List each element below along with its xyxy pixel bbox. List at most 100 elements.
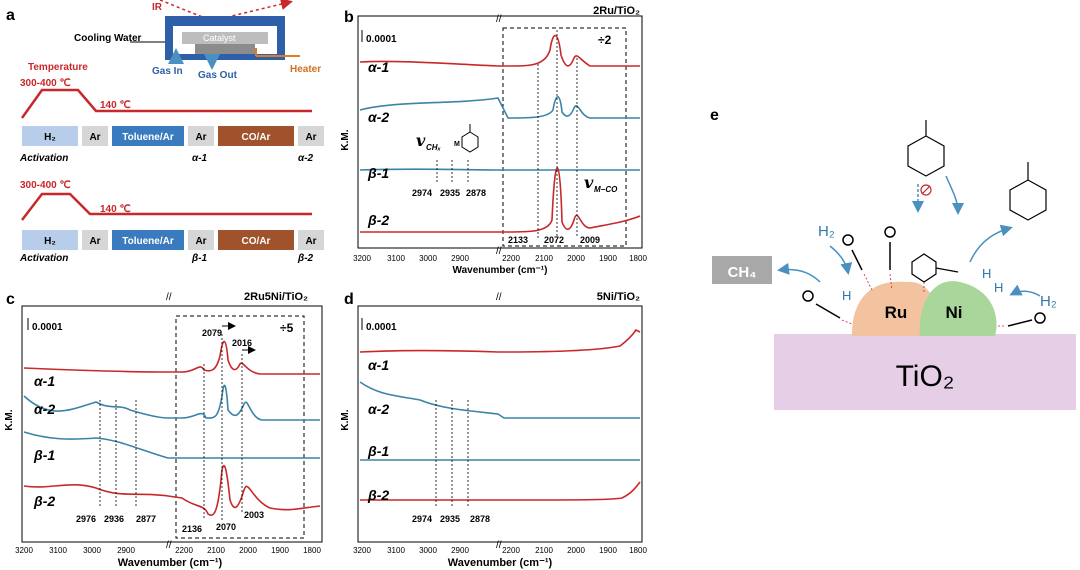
panel-c-trace-b2	[23, 465, 321, 516]
panel-c-peak-2877: 2877	[136, 514, 156, 524]
svg-text:2900: 2900	[451, 546, 469, 555]
panel-b-letter: b	[344, 9, 354, 26]
panel-c-label-b1: β-1	[33, 447, 55, 463]
svg-text:H: H	[994, 280, 1003, 295]
seq1-activation: Activation	[19, 153, 68, 164]
panel-d-scale: 0.0001	[366, 322, 397, 333]
svg-text:2900: 2900	[451, 254, 469, 263]
panel-d-label-a1: α-1	[368, 357, 389, 373]
gas-out-label: Gas Out	[198, 70, 238, 81]
seq2-ar2: Ar	[195, 236, 206, 247]
ch4-label: CH₄	[728, 264, 757, 281]
panel-d-title: 5Ni/TiO₂	[597, 291, 640, 303]
seq2-ar3: Ar	[305, 236, 316, 247]
svg-text:2100: 2100	[207, 546, 225, 555]
blocked-icon	[920, 184, 932, 196]
panel-d-peak-2878: 2878	[470, 514, 490, 524]
ni-label: Ni	[946, 303, 963, 322]
reactor-cell: IR Catalyst Cooling Water Heater Gas In …	[74, 0, 321, 81]
panel-d-trace-a2	[359, 381, 640, 419]
panel-b-peak-2935: 2935	[440, 188, 460, 198]
panel-b-trace-a2	[359, 95, 640, 119]
panel-b-xlabel: Wavenumber (cm⁻¹)	[453, 265, 548, 276]
tio2-support	[774, 334, 1076, 410]
panel-c-label-b2: β-2	[33, 493, 55, 509]
panel-d-label-b1: β-1	[367, 443, 389, 459]
panel-c-title: 2Ru5Ni/TiO₂	[244, 291, 308, 303]
panel-c-peak-2136: 2136	[182, 524, 202, 534]
methylcyclohexane-icon	[1009, 162, 1047, 221]
svg-text:2100: 2100	[535, 254, 553, 263]
panel-c-peak-lines	[99, 334, 243, 520]
svg-text:3000: 3000	[83, 546, 101, 555]
panel-b-trace-a1	[359, 34, 640, 67]
toluene-icon	[461, 131, 479, 153]
panel-b-xticks: 3200 3100 3000 2900 2200 2100 2000 1900 …	[353, 254, 647, 263]
panel-d-trace-a1	[359, 328, 641, 353]
panel-b-zoom-box	[502, 27, 627, 247]
panel-a-letter: a	[6, 7, 15, 24]
panel-c-trace-a1	[23, 340, 320, 375]
panel-c-xlabel: Wavenumber (cm⁻¹)	[118, 557, 223, 569]
svg-text:2000: 2000	[567, 254, 585, 263]
panel-d-ylabel: K.M.	[340, 409, 351, 430]
seq2-point-b1: β-1	[191, 253, 208, 264]
seq2-co: CO/Ar	[242, 236, 271, 247]
seq2-h2: H₂	[44, 236, 56, 247]
seq1-point-a1: α-1	[192, 153, 208, 164]
svg-text:1900: 1900	[271, 546, 289, 555]
panel-b-trace-b2	[359, 167, 641, 233]
svg-text:M: M	[454, 141, 460, 148]
panel-b-peak-2878: 2878	[466, 188, 486, 198]
svg-text:2000: 2000	[567, 546, 585, 555]
panel-c-peak-2976: 2976	[76, 514, 96, 524]
seq1-h2: H₂	[44, 132, 56, 143]
panel-c-zoom-box	[175, 315, 305, 539]
svg-text:2200: 2200	[502, 254, 520, 263]
panel-e-letter: e	[710, 107, 719, 124]
temp-high-2: 300-400 ℃	[20, 180, 71, 191]
seq1-ar3: Ar	[305, 132, 316, 143]
h2-left-label: H₂	[818, 223, 835, 240]
panel-c-peak-2079: 2079	[202, 328, 222, 338]
gas-in-label: Gas In	[152, 66, 183, 77]
svg-text:1800: 1800	[303, 546, 321, 555]
panel-b-axis-break: //	[496, 246, 502, 257]
svg-text:3200: 3200	[353, 546, 371, 555]
panel-c-frame	[21, 305, 323, 543]
gas-sequence-1: H₂ Ar Toluene/Ar Ar CO/Ar Ar Activation …	[19, 126, 324, 164]
svg-text://: //	[166, 540, 172, 551]
panel-c-xticks: 3200 3100 3000 2900 2200 2100 2000 1900 …	[15, 546, 321, 555]
ru-particle	[852, 281, 940, 336]
panel-d-letter: d	[344, 291, 354, 308]
panel-a: a IR Catalyst Cooling Water Heater Gas I…	[6, 0, 324, 264]
seq1-point-a2: α-2	[298, 153, 314, 164]
catalyst-holder	[195, 44, 255, 54]
temp-profile-1	[20, 88, 312, 119]
ni-particle	[919, 281, 997, 336]
svg-text:1900: 1900	[599, 546, 617, 555]
svg-text:3000: 3000	[419, 254, 437, 263]
panel-c-trace-b1	[23, 431, 320, 459]
panel-c-peak-2070: 2070	[216, 522, 236, 532]
seq2-toluene: Toluene/Ar	[122, 236, 174, 247]
panel-b-divide: ÷2	[598, 33, 612, 47]
panel-e: e TiO₂ Ru Ni CH₄ H₂ H H₂ H H	[710, 107, 1076, 410]
heater-label: Heater	[290, 64, 321, 75]
svg-text:3200: 3200	[15, 546, 33, 555]
catalyst-label: Catalyst	[203, 33, 236, 43]
co-bonds	[841, 273, 1004, 327]
adsorbed-toluene	[911, 253, 959, 283]
catalyst-bed	[182, 32, 268, 44]
svg-text:H: H	[982, 266, 991, 281]
panel-c-peak-2936: 2936	[104, 514, 124, 524]
svg-text:1900: 1900	[599, 254, 617, 263]
panel-b-frame	[357, 15, 643, 249]
panel-d-peak-2974: 2974	[412, 514, 432, 524]
panel-d: d 5Ni/TiO₂ 0.0001 K.M. α-1 α-2 β-1 β-2 2…	[340, 291, 647, 569]
svg-text:1800: 1800	[629, 546, 647, 555]
temp-profile-2	[21, 192, 312, 221]
svg-text:2100: 2100	[535, 546, 553, 555]
panel-c-label-a2: α-2	[34, 401, 55, 417]
